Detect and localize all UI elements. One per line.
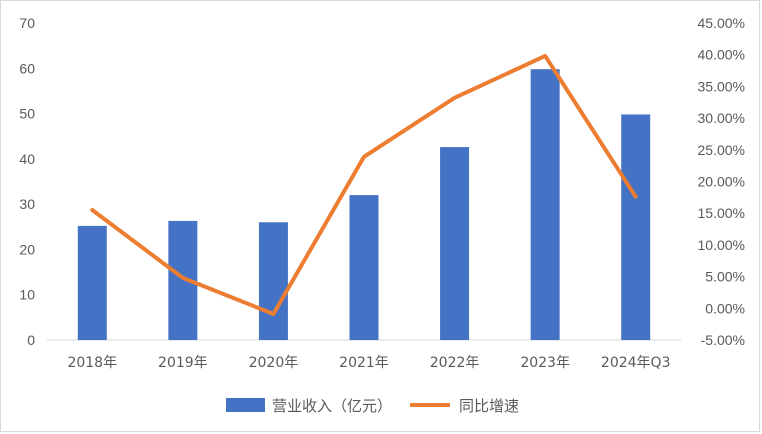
category-label: 2021年 (339, 355, 389, 371)
right-tick-label: 40.00% (698, 47, 745, 63)
right-tick-label: 35.00% (698, 78, 745, 94)
category-label: 2019年 (158, 355, 208, 371)
category-label: 2022年 (430, 355, 480, 371)
category-label: 2020年 (249, 355, 299, 371)
left-tick-label: 60 (19, 60, 35, 76)
line-point (91, 209, 93, 211)
right-tick-label: 20.00% (698, 174, 745, 190)
left-axis: 0 10 20 30 40 50 60 70 (19, 15, 35, 348)
legend: 营业收入（亿元） 同比增速 (226, 397, 519, 415)
right-tick-label: 30.00% (698, 110, 745, 126)
category-label: 2018年 (67, 355, 117, 371)
right-tick-label: -5.00% (701, 332, 745, 348)
bar (258, 222, 288, 340)
left-tick-label: 0 (27, 332, 35, 348)
left-tick-label: 30 (19, 196, 35, 212)
line-point (544, 55, 546, 57)
legend-line-label: 同比增速 (459, 397, 519, 415)
right-tick-label: 45.00% (698, 15, 745, 31)
left-tick-label: 50 (19, 106, 35, 122)
right-axis: -5.00% 0.00% 5.00% 10.00% 15.00% 20.00% 25.00%… (698, 15, 745, 348)
line-series (90, 53, 638, 317)
bar (530, 69, 560, 340)
right-tick-label: 15.00% (698, 205, 745, 221)
line-point (454, 97, 456, 99)
bar-series (77, 69, 651, 340)
right-tick-label: 5.00% (705, 269, 745, 285)
line-point (182, 277, 184, 279)
category-label: 2023年 (520, 355, 570, 371)
line-point (363, 156, 365, 158)
left-tick-label: 10 (19, 287, 35, 303)
left-tick-label: 40 (19, 151, 35, 167)
legend-bar-label: 营业收入（亿元） (272, 397, 392, 415)
right-tick-label: 0.00% (705, 300, 745, 316)
line-point (635, 196, 637, 198)
bar (77, 225, 107, 340)
left-tick-label: 20 (19, 241, 35, 257)
bar (621, 114, 651, 340)
bar (349, 195, 379, 340)
right-tick-label: 25.00% (698, 142, 745, 158)
x-axis: 2018年 2019年 2020年 2021年 2022年 2023年 2024年Q3 (67, 355, 670, 371)
left-tick-label: 70 (19, 15, 35, 31)
legend-bar-swatch (226, 398, 265, 412)
bar (440, 147, 470, 340)
line-point (272, 313, 274, 315)
category-label: 2024年Q3 (601, 355, 671, 371)
right-tick-label: 10.00% (698, 237, 745, 253)
